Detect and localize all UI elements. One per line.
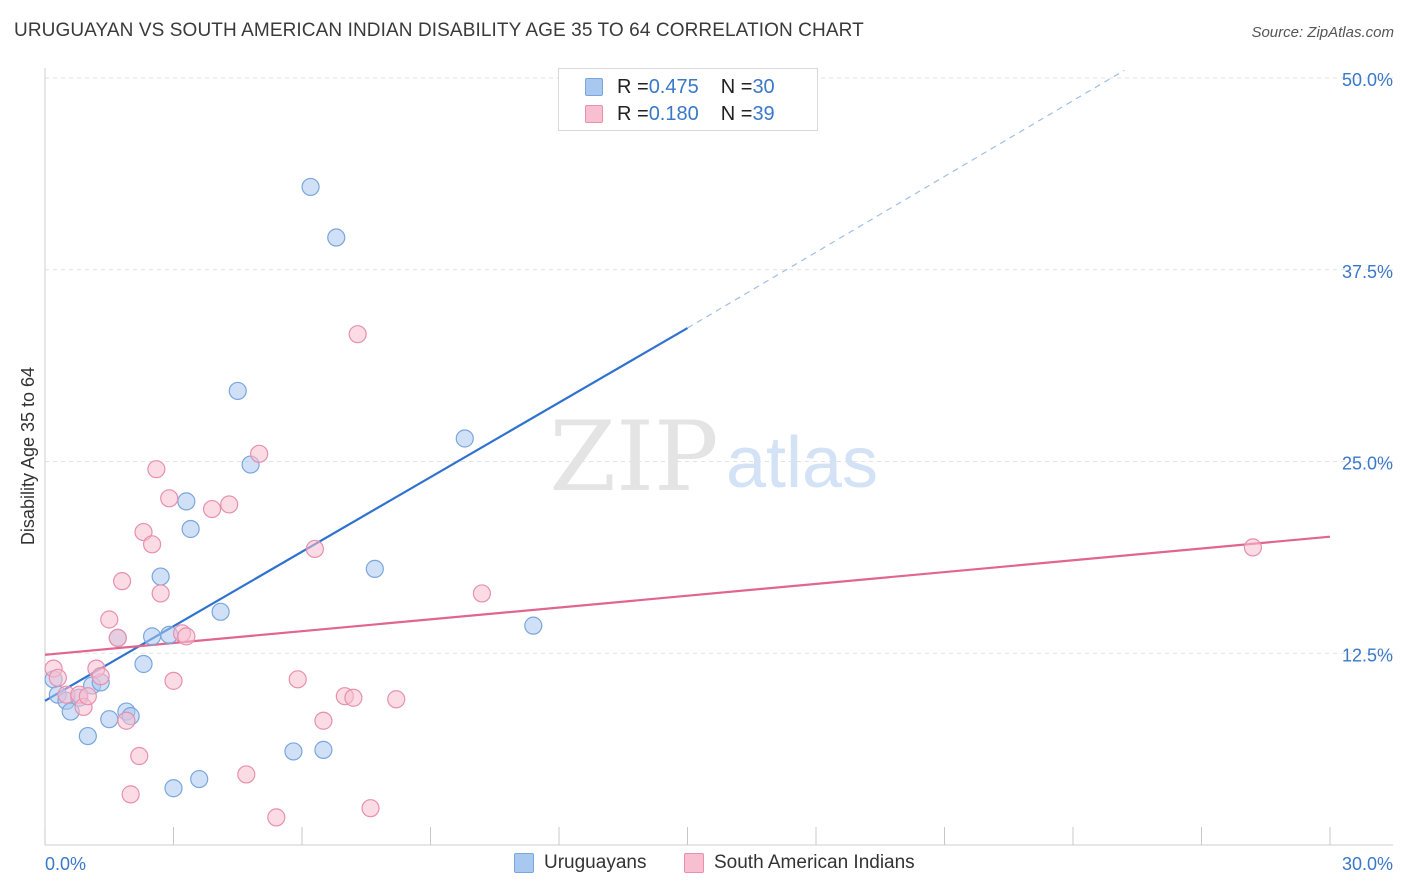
legend-n-label: N =: [720, 102, 753, 125]
data-point: [151, 584, 170, 603]
data-point: [387, 690, 406, 709]
legend-row-uruguayans: R = 0.475 N = 30: [585, 75, 775, 99]
data-point: [134, 522, 153, 542]
data-point: [130, 746, 149, 766]
y-axis-label: Disability Age 35 to 64: [18, 367, 38, 545]
series-label-uruguayans: Uruguayans: [544, 852, 647, 873]
data-point: [202, 499, 222, 519]
legend-n-value: 30: [752, 75, 775, 98]
series-legend-south-american-indians: South American Indians: [684, 852, 915, 874]
legend-row-south-american-indians: R = 0.180 N = 39: [585, 102, 775, 126]
data-point: [134, 654, 153, 674]
watermark: ZIP atlas: [549, 401, 878, 513]
legend-swatch-south-american-indians: [585, 105, 603, 123]
data-point: [237, 765, 256, 784]
series-points-uruguayans: [44, 177, 543, 798]
axes: [44, 68, 1393, 846]
data-point: [1243, 538, 1263, 557]
data-point: [100, 710, 119, 729]
data-point: [164, 671, 183, 690]
legend-r-value: 0.475: [648, 75, 699, 98]
x-tick-label: 0.0%: [45, 854, 86, 874]
data-point: [142, 535, 162, 554]
data-point: [211, 602, 230, 621]
data-point: [288, 670, 307, 689]
data-point: [117, 711, 136, 730]
data-point: [455, 429, 474, 448]
legend-r-label: R =: [617, 75, 649, 98]
data-point: [361, 799, 380, 818]
y-tick-label: 25.0%: [1342, 454, 1393, 474]
data-point: [177, 492, 196, 511]
series-points-south-american-indians: [44, 325, 1263, 827]
data-point: [267, 808, 286, 827]
data-point: [327, 228, 346, 247]
data-point: [228, 381, 247, 401]
legend-r-value: 0.180: [648, 102, 699, 125]
watermark-zip: ZIP: [549, 401, 718, 513]
data-point: [348, 325, 367, 344]
data-point: [472, 584, 491, 603]
data-point: [365, 559, 384, 578]
tick-labels: 12.5% 25.0% 37.5% 50.0% 0.0% 30.0%: [45, 70, 1393, 874]
data-point: [284, 742, 303, 761]
trend-line-extension: [687, 69, 1125, 329]
data-point: [177, 627, 196, 646]
data-point: [78, 726, 97, 746]
data-point: [344, 688, 363, 707]
data-point: [220, 495, 239, 514]
data-point: [112, 572, 132, 591]
data-point: [314, 711, 333, 730]
data-point: [147, 460, 166, 479]
watermark-atlas: atlas: [726, 423, 878, 503]
legend-n-label: N =: [720, 75, 753, 98]
y-tick-label: 12.5%: [1342, 645, 1393, 665]
data-point: [160, 489, 179, 508]
legend-n-value: 39: [752, 102, 775, 125]
legend-r-label: R =: [617, 102, 649, 125]
data-point: [108, 628, 127, 648]
data-point: [190, 769, 209, 789]
data-points: [44, 177, 1263, 827]
data-point: [305, 539, 324, 559]
series-label-south-american-indians: South American Indians: [714, 852, 915, 873]
y-tick-label: 37.5%: [1342, 262, 1393, 282]
source-label: Source: ZipAtlas.com: [1251, 24, 1394, 41]
y-tick-label: 50.0%: [1342, 70, 1393, 90]
series-legend-uruguayans: Uruguayans: [514, 852, 646, 874]
series-legend: Uruguayans South American Indians: [0, 852, 1406, 878]
data-point: [121, 785, 140, 804]
data-point: [100, 610, 119, 629]
trend-line-south-american-indians: [44, 535, 1331, 656]
legend-swatch-uruguayans: [585, 78, 603, 96]
chart-title: URUGUAYAN VS SOUTH AMERICAN INDIAN DISAB…: [14, 20, 864, 41]
series-swatch-uruguayans: [514, 853, 534, 873]
data-point: [78, 687, 97, 706]
data-point: [91, 667, 110, 686]
data-point: [48, 668, 67, 687]
data-point: [314, 740, 333, 759]
correlation-legend: R = 0.475 N = 30 R = 0.180 N = 39: [558, 68, 818, 131]
data-point: [142, 627, 162, 646]
data-point: [301, 177, 320, 197]
data-point: [181, 519, 200, 539]
grid-lines: [45, 77, 1393, 654]
data-point: [524, 616, 543, 635]
data-point: [151, 567, 170, 586]
data-point: [250, 444, 269, 463]
series-swatch-south-american-indians: [684, 853, 704, 873]
data-point: [164, 779, 183, 798]
x-tick-label: 30.0%: [1342, 854, 1393, 874]
